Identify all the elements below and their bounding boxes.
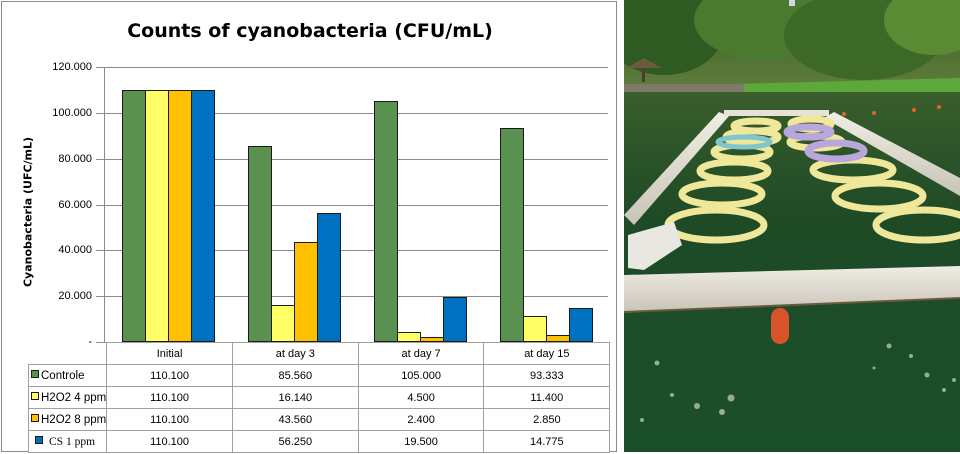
table-cell: 56.250 <box>231 430 359 453</box>
gridline <box>96 158 608 160</box>
table-cell: 16.140 <box>231 386 359 409</box>
data-table: Initial at day 3 at day 7 at day 15 Cont… <box>27 342 611 453</box>
bar <box>294 242 318 342</box>
table-cell: 2.400 <box>357 408 485 431</box>
gridline <box>96 250 608 252</box>
table-cell: 110.100 <box>106 408 233 431</box>
table-row: CS 1 ppm 110.100 56.250 19.500 14.775 <box>27 430 611 453</box>
legend-swatch-icon <box>31 370 39 379</box>
table-cell: 19.500 <box>357 430 485 453</box>
legend-swatch-icon <box>31 414 39 423</box>
series-label-h2o2-8ppm: H2O2 8 ppm <box>27 408 108 431</box>
table-cell: 105.000 <box>357 364 485 387</box>
table-header-row: Initial at day 3 at day 7 at day 15 <box>28 342 611 365</box>
bar <box>397 331 421 342</box>
table-cell: 4.500 <box>357 386 485 409</box>
chart-title: Counts of cyanobacteria (CFU/mL) <box>127 20 493 42</box>
table-cell: 110.100 <box>106 364 233 387</box>
table-cell: 110.100 <box>106 386 233 409</box>
y-axis-label: Cyanobacteria (UFC/mL) <box>21 136 35 288</box>
table-cell: 2.850 <box>483 408 611 431</box>
y-tick-label: 80.000 <box>58 152 92 165</box>
bar <box>443 297 467 342</box>
series-label-controle: Controle <box>27 364 108 387</box>
gridline <box>96 112 608 114</box>
y-tick-label: 100.000 <box>52 106 92 119</box>
y-tick-label: 20.000 <box>58 290 92 303</box>
table-row: H2O2 4 ppm 110.100 16.140 4.500 11.400 <box>27 386 611 409</box>
y-tick-label: 40.000 <box>58 244 92 257</box>
series-name: H2O2 8 ppm <box>41 413 107 426</box>
table-cell: 11.400 <box>483 386 611 409</box>
bar <box>569 308 593 342</box>
bar <box>317 213 341 342</box>
table-header-cell: at day 3 <box>231 342 359 365</box>
table-corner <box>28 342 108 365</box>
chart-container: Counts of cyanobacteria (CFU/mL) Cyanoba… <box>1 1 617 453</box>
bar <box>122 89 146 342</box>
table-cell: 43.560 <box>231 408 359 431</box>
bar <box>168 89 192 342</box>
series-name: Controle <box>41 369 85 382</box>
gridline <box>96 296 608 298</box>
legend-swatch-icon <box>35 436 43 445</box>
series-name: H2O2 4 ppm <box>41 391 107 404</box>
bar <box>374 101 398 342</box>
pond-mesocosm-photo <box>624 0 960 452</box>
bar <box>523 315 547 342</box>
table-cell: 110.100 <box>106 430 233 453</box>
table-header-cell: Initial <box>106 342 233 365</box>
table-header-cell: at day 15 <box>483 342 611 365</box>
y-tick-label: 60.000 <box>58 198 92 211</box>
table-cell: 14.775 <box>483 430 611 453</box>
gridline <box>96 67 608 68</box>
bar <box>145 89 169 342</box>
table-row: H2O2 8 ppm 110.100 43.560 2.400 2.850 <box>27 408 611 431</box>
y-axis-label-wrap: Cyanobacteria (UFC/mL) <box>20 82 36 342</box>
bar <box>191 89 215 342</box>
series-label-cs-1ppm: CS 1 ppm <box>27 430 108 453</box>
table-cell: 93.333 <box>483 364 611 387</box>
photo-illustration <box>624 0 960 452</box>
gridline <box>96 204 608 206</box>
y-tick-label: - <box>36 336 96 348</box>
bar <box>500 128 524 342</box>
table-cell: 85.560 <box>231 364 359 387</box>
y-tick-label: 120.000 <box>52 61 92 73</box>
table-row: Controle 110.100 85.560 105.000 93.333 <box>27 364 611 387</box>
legend-swatch-icon <box>31 392 39 401</box>
series-name: CS 1 ppm <box>49 435 96 448</box>
bar <box>271 305 295 342</box>
bar <box>248 145 272 342</box>
series-label-h2o2-4ppm: H2O2 4 ppm <box>27 386 108 409</box>
table-header-cell: at day 7 <box>357 342 485 365</box>
